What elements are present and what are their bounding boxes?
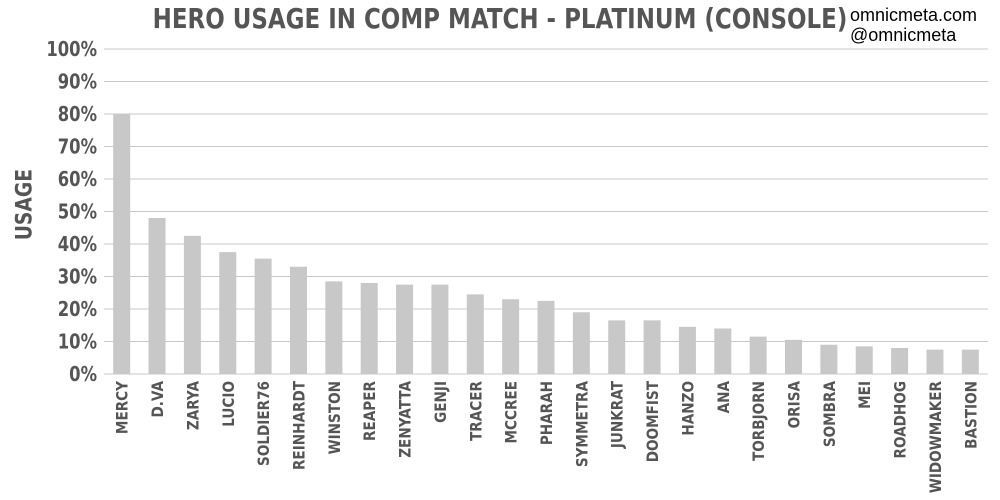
category-label: ANA [715,381,733,414]
category-label: WINSTON [326,381,344,454]
bar-soldier76 [254,258,272,374]
y-tick-label: 80% [58,104,97,127]
bar-genji [431,284,449,374]
gridlines [104,48,988,375]
y-tick-label: 60% [58,169,97,192]
y-tick-label: 90% [58,71,97,94]
bar-reinhardt [289,266,307,374]
y-tick-label: 20% [58,299,97,322]
bar-sombra [820,344,838,374]
category-label: TORBJORN [750,381,768,461]
category-label: ZARYA [184,381,202,431]
y-tick-label: 50% [58,201,97,224]
bar-widowmaker [926,349,944,374]
bar-junkrat [608,320,626,374]
bar-zarya [183,235,201,374]
bar-hanzo [678,326,696,374]
category-label: MCCREE [503,381,521,443]
x-axis-labels: MERCY D.VA ZARYA LUCIO SOLDIER76 REINHARDT WIN… [114,380,981,493]
category-label: PHARAH [538,381,556,445]
bar-tracer [466,294,484,374]
bar-winston [325,281,343,374]
bar-d-va [148,218,166,374]
watermark-handle: @omnicmeta [850,25,957,45]
category-label: D.VA [149,381,167,418]
category-label: ROADHOG [892,381,910,458]
y-tick-label: 10% [58,331,97,354]
bar-doomfist [643,320,661,374]
category-label: JUNKRAT [609,380,627,449]
category-label: TRACER [467,380,485,440]
category-label: DOOMFIST [644,380,662,462]
watermark-site: omnicmeta.com [850,5,978,25]
category-label: REINHARDT [290,380,308,470]
y-tick-label: 100% [46,39,97,62]
y-axis-label: USAGE [12,168,38,241]
watermark: omnicmeta.com @omnicmeta [850,5,977,45]
category-label: ZENYATTA [397,381,415,458]
y-tick-label: 40% [58,234,97,257]
bar-symmetra [572,312,590,374]
bar-ana [714,328,732,374]
bar-mei [855,346,873,374]
category-label: WIDOWMAKER [927,380,945,493]
category-label: GENJI [432,381,450,423]
bar-lucio [219,252,237,374]
category-label: BASTION [962,381,980,449]
bar-orisa [785,339,803,374]
bar-torbjorn [749,336,767,374]
category-label: SYMMETRA [573,381,591,468]
category-label: REAPER [361,380,379,440]
y-axis-ticks: 0% 10% 20% 30% 40% 50% 60% 70% 80% 90% 100% [46,39,97,387]
bar-zenyatta [396,284,414,374]
y-tick-label: 30% [58,266,97,289]
y-tick-label: 70% [58,136,97,159]
bar-pharah [537,300,555,374]
bar-roadhog [891,348,909,374]
category-label: MERCY [114,381,132,434]
chart-title: HERO USAGE IN COMP MATCH - PLATINUM (CON… [152,2,848,35]
bars [113,114,979,374]
bar-mercy [113,114,131,374]
bar-bastion [961,349,979,374]
category-label: ORISA [786,381,804,429]
y-tick-label: 0% [69,364,97,387]
bar-mccree [502,299,520,374]
category-label: LUCIO [220,381,238,427]
category-label: MEI [856,381,874,409]
bar-reaper [360,283,378,374]
category-label: SOMBRA [821,381,839,448]
category-label: HANZO [679,381,697,436]
category-label: SOLDIER76 [255,381,273,466]
